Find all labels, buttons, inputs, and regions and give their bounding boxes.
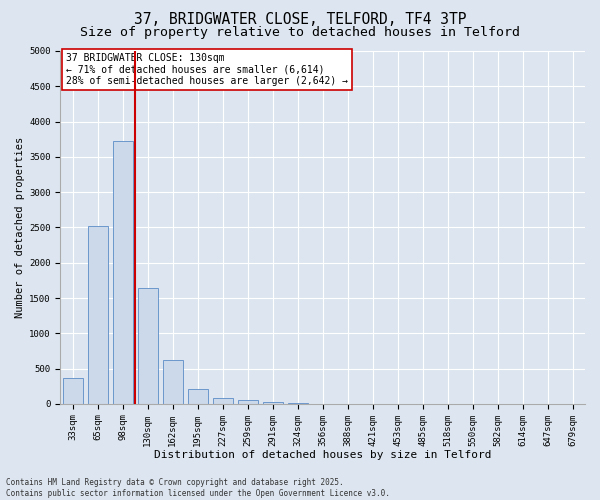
Bar [188,389,208,404]
Text: Contains HM Land Registry data © Crown copyright and database right 2025.
Contai: Contains HM Land Registry data © Crown c… [6,478,390,498]
Bar [263,402,283,404]
Text: Size of property relative to detached houses in Telford: Size of property relative to detached ho… [80,26,520,39]
X-axis label: Distribution of detached houses by size in Telford: Distribution of detached houses by size … [154,450,491,460]
Text: 37, BRIDGWATER CLOSE, TELFORD, TF4 3TP: 37, BRIDGWATER CLOSE, TELFORD, TF4 3TP [134,12,466,28]
Bar [88,226,108,404]
Bar [63,378,83,404]
Bar [138,288,158,404]
Bar [163,360,183,404]
Bar [213,398,233,404]
Text: 37 BRIDGWATER CLOSE: 130sqm
← 71% of detached houses are smaller (6,614)
28% of : 37 BRIDGWATER CLOSE: 130sqm ← 71% of det… [65,53,347,86]
Bar [113,140,133,404]
Y-axis label: Number of detached properties: Number of detached properties [15,137,25,318]
Bar [288,403,308,404]
Bar [238,400,258,404]
